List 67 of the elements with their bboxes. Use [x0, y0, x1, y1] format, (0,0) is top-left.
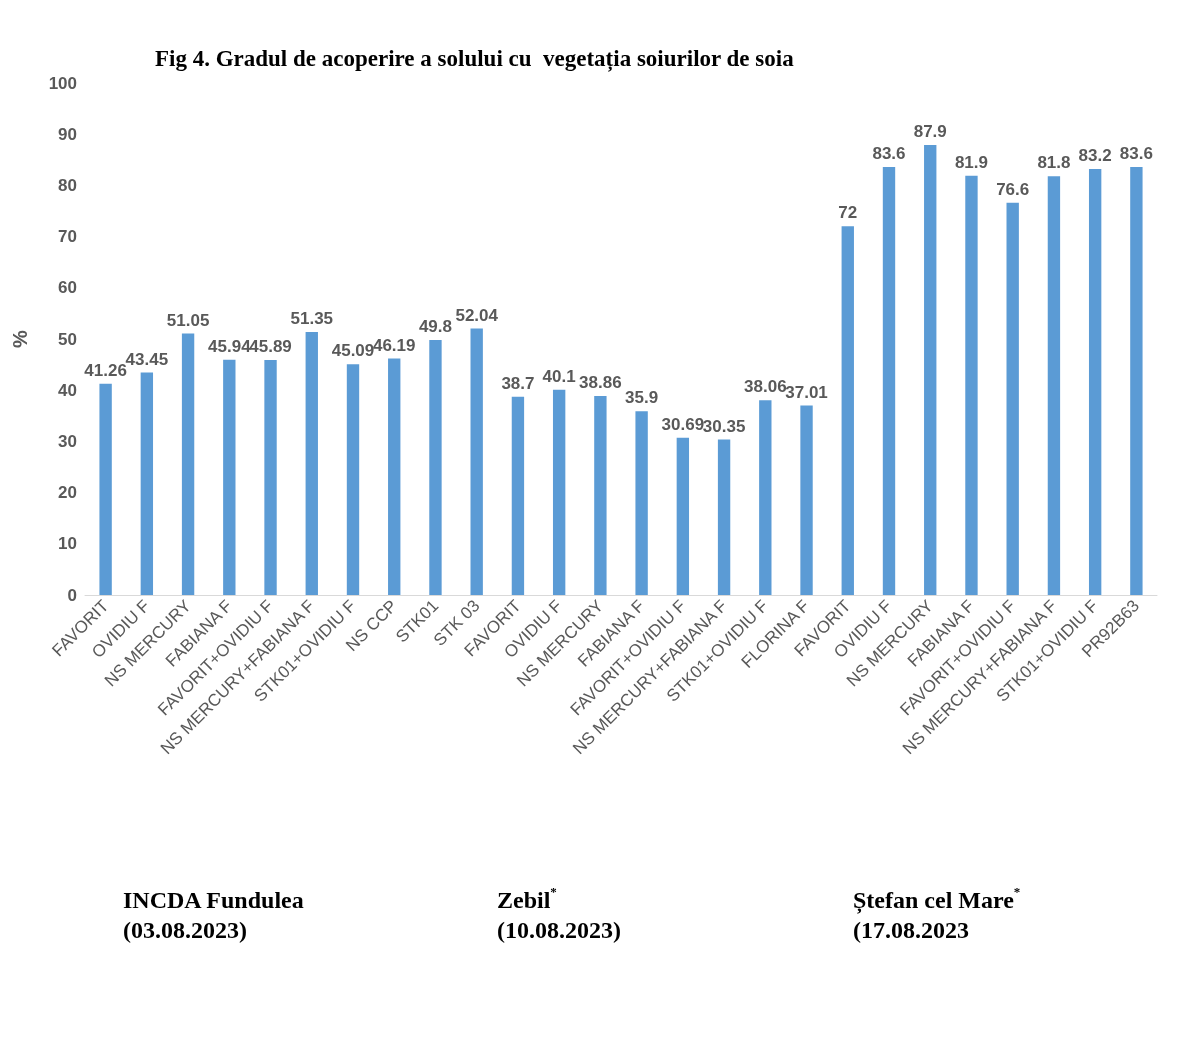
data-label: 38.7	[501, 373, 535, 393]
bar	[264, 360, 277, 595]
bar	[1130, 166, 1143, 595]
data-label: 30.35	[702, 416, 746, 436]
data-label: 49.8	[418, 317, 453, 337]
bar	[882, 166, 896, 595]
y-tick-label: 90	[58, 124, 77, 144]
bar	[388, 358, 401, 595]
y-tick-label: 40	[58, 380, 77, 400]
bar	[1006, 202, 1019, 595]
bar	[346, 364, 360, 595]
bar	[759, 400, 772, 595]
data-label: 72	[838, 203, 858, 223]
y-tick-label: 10	[58, 534, 77, 554]
y-tick-label: 50	[58, 329, 77, 349]
y-tick-label: 80	[58, 175, 77, 195]
data-label: 43.45	[125, 349, 169, 369]
bar	[429, 340, 442, 595]
y-tick-label: 0	[67, 585, 77, 605]
bar	[552, 389, 566, 595]
text: Ștefan cel Mare* (17.08.2023	[853, 884, 1021, 943]
text: Zebil* (10.08.2023)	[497, 884, 621, 943]
data-label: 38.86	[579, 373, 622, 393]
bar	[635, 411, 648, 595]
bar	[305, 332, 318, 595]
data-label: 35.9	[625, 388, 659, 408]
data-label: 83.2	[1078, 146, 1112, 166]
y-tick-label: 60	[58, 278, 77, 298]
bar	[924, 144, 937, 595]
bar	[965, 175, 978, 595]
bar	[223, 359, 236, 595]
bar	[594, 396, 607, 595]
y-tick-label: 70	[58, 227, 77, 247]
bar	[1047, 176, 1061, 595]
bar	[99, 383, 112, 595]
data-label: 51.35	[290, 309, 334, 329]
data-label: 51.05	[166, 310, 210, 330]
bar	[140, 372, 154, 595]
text: INCDA Fundulea (03.08.2023)	[123, 887, 304, 943]
data-label: 83.6	[872, 143, 906, 163]
bar	[181, 333, 195, 595]
data-label: 41.26	[84, 360, 127, 380]
data-label: 38.06	[744, 377, 787, 397]
data-label: 52.04	[455, 305, 499, 325]
y-tick-label: 20	[58, 483, 77, 503]
data-label: 30.69	[661, 414, 705, 434]
bar	[841, 226, 854, 595]
bar	[1088, 169, 1102, 595]
data-label: 40.1	[542, 366, 576, 386]
y-tick-label: 30	[58, 431, 77, 451]
data-label: 87.9	[913, 121, 947, 141]
y-axis-title: %	[9, 329, 31, 348]
data-label: 76.6	[996, 179, 1030, 199]
chart-title: Fig 4. Gradul de acoperire a solului cu vegetația soiurilor de soia	[155, 46, 795, 72]
bar	[717, 439, 731, 595]
data-label: 81.8	[1037, 153, 1071, 173]
bar	[470, 328, 483, 595]
data-label: 45.89	[249, 337, 292, 357]
data-label: 45.09	[331, 341, 375, 361]
bar	[511, 396, 525, 595]
bar	[800, 405, 813, 595]
data-label: 37.01	[785, 382, 828, 402]
y-tick-label: 100	[48, 73, 77, 93]
bar	[676, 437, 690, 595]
data-label: 83.6	[1119, 143, 1153, 163]
data-label: 45.94	[208, 336, 252, 356]
data-label: 81.9	[954, 152, 989, 172]
